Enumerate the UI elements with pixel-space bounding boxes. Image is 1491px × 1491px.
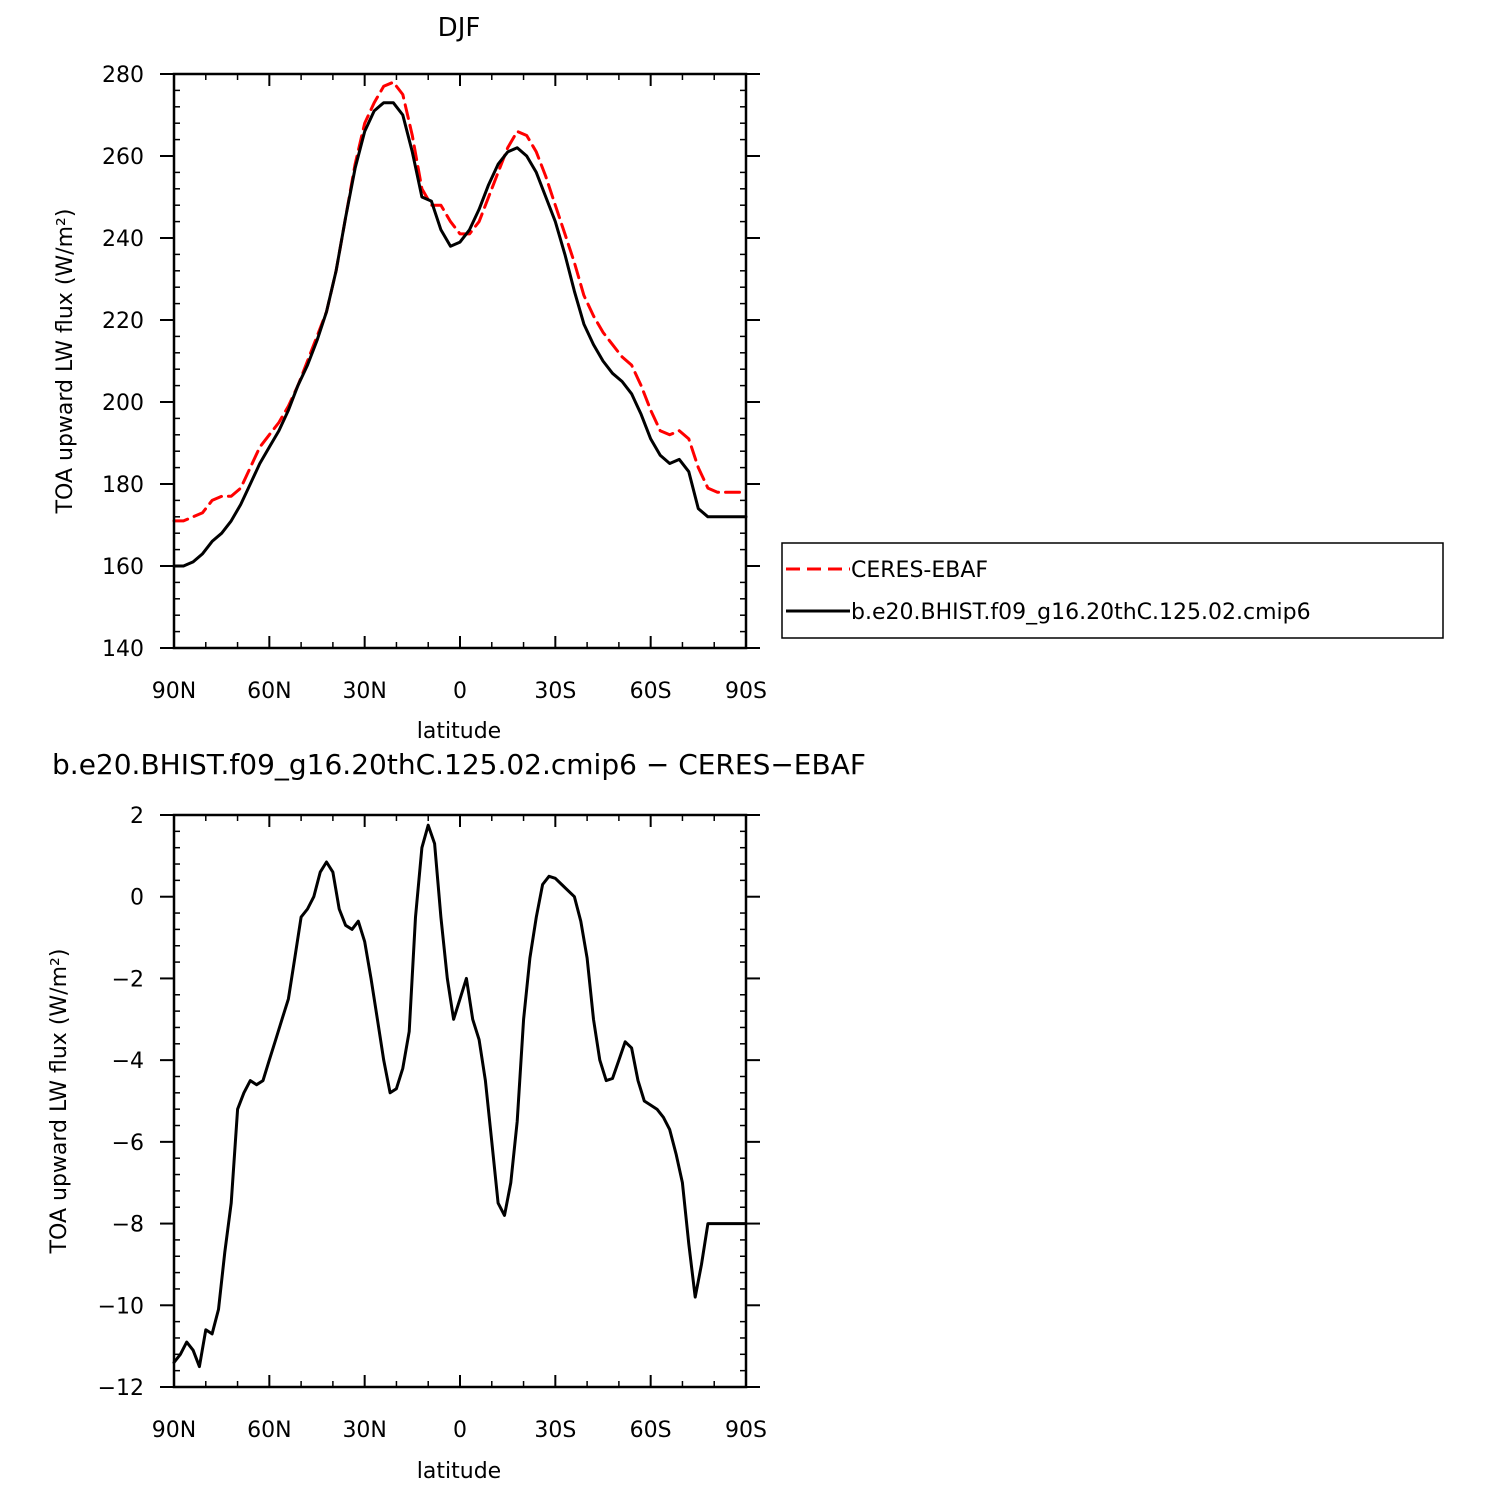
y-tick-label: 200 — [102, 391, 144, 416]
top-plot-frame — [172, 72, 748, 650]
y-tick-label: −12 — [98, 1376, 144, 1401]
x-tick-label: 90N — [152, 679, 196, 704]
series-line-b-e20-bhist-f09-g16-20thc-125-02-cmip6 — [172, 101, 748, 568]
top-x-axis-label: latitude — [417, 719, 501, 744]
y-tick-label: 180 — [102, 473, 144, 498]
bottom-x-axis-label: latitude — [417, 1459, 501, 1484]
y-tick-label: 140 — [102, 637, 144, 662]
x-tick-label: 90S — [725, 679, 767, 704]
x-tick-label: 30N — [342, 679, 386, 704]
x-tick-label: 30S — [534, 679, 576, 704]
y-tick-label: −8 — [112, 1213, 144, 1238]
x-tick-label: 60S — [630, 679, 672, 704]
y-tick-label: −2 — [112, 967, 144, 992]
y-tick-label: 220 — [102, 309, 144, 334]
x-tick-label: 60S — [630, 1418, 672, 1443]
y-tick-label: 0 — [130, 886, 144, 911]
y-tick-label: −4 — [112, 1049, 144, 1074]
bottom-panel: b.e20.BHIST.f09_g16.20thC.125.02.cmip6 −… — [47, 748, 866, 1484]
series-line-ceres-ebaf — [172, 80, 748, 523]
top-panel: DJF TOA upward LW flux (W/m²) latitude 9… — [53, 13, 767, 744]
x-tick-label: 30N — [342, 1418, 386, 1443]
series-line-difference — [172, 823, 748, 1369]
legend-label-model: b.e20.BHIST.f09_g16.20thC.125.02.cmip6 — [851, 600, 1311, 625]
top-chart-title: DJF — [438, 13, 481, 43]
x-tick-label: 0 — [453, 679, 467, 704]
legend: CERES-EBAF b.e20.BHIST.f09_g16.20thC.125… — [781, 542, 1444, 639]
legend-label-ceres: CERES-EBAF — [851, 558, 988, 583]
y-tick-label: −10 — [98, 1294, 144, 1319]
x-tick-label: 0 — [453, 1418, 467, 1443]
y-tick-label: 2 — [130, 804, 144, 829]
y-tick-label: 260 — [102, 145, 144, 170]
x-tick-label: 30S — [534, 1418, 576, 1443]
y-tick-label: −6 — [112, 1131, 144, 1156]
y-tick-label: 240 — [102, 227, 144, 252]
top-y-axis-label: TOA upward LW flux (W/m²) — [53, 209, 78, 515]
top-series-group — [172, 80, 748, 568]
bottom-series-group — [172, 823, 748, 1369]
y-tick-label: 160 — [102, 555, 144, 580]
bottom-y-axis-label: TOA upward LW flux (W/m²) — [47, 949, 72, 1255]
top-axis-ticks: 90N 60N 30N 0 30S 60S 90S 140 160 180 200 220 240 260… — [102, 63, 767, 704]
x-tick-label: 90S — [725, 1418, 767, 1443]
x-tick-label: 60N — [247, 679, 291, 704]
y-tick-label: 280 — [102, 63, 144, 88]
bottom-plot-frame — [172, 813, 748, 1389]
x-tick-label: 90N — [152, 1418, 196, 1443]
bottom-axis-ticks: 90N 60N 30N 0 30S 60S 90S −12 −10 −8 −6 −4 −2 0 2 — [98, 804, 767, 1443]
bottom-chart-title: b.e20.BHIST.f09_g16.20thC.125.02.cmip6 −… — [52, 748, 866, 781]
legend-frame — [781, 542, 1444, 639]
x-tick-label: 60N — [247, 1418, 291, 1443]
